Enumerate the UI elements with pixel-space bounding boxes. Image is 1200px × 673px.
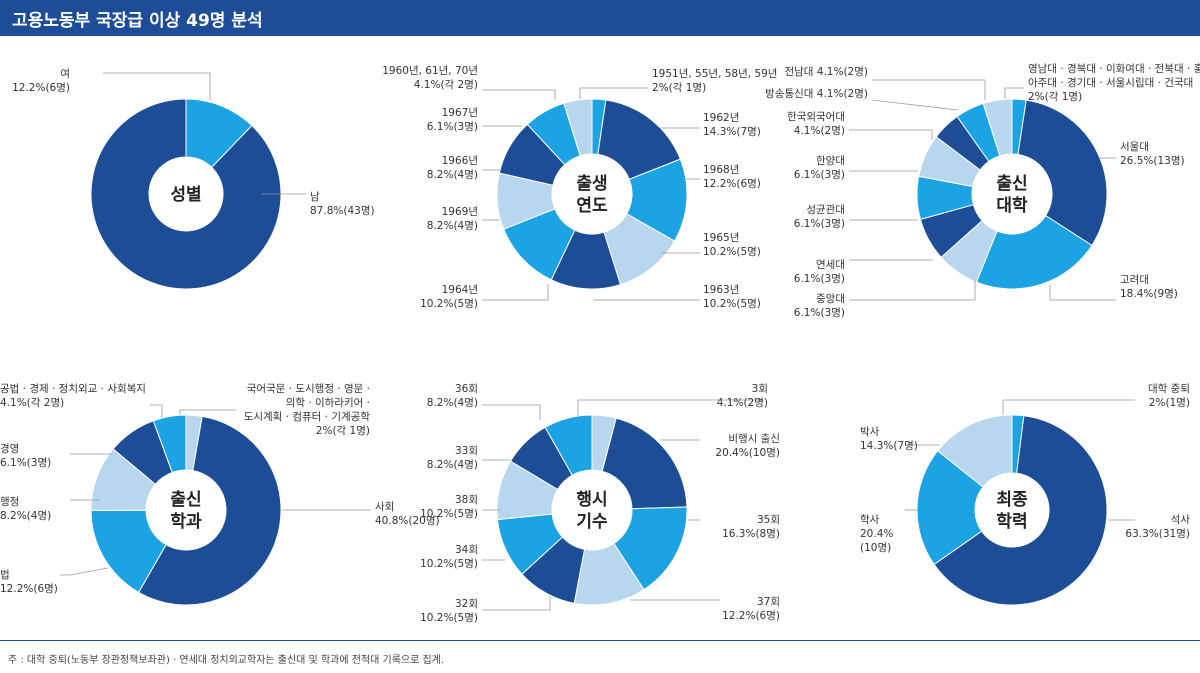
leader-line	[577, 399, 764, 416]
donut-slice	[90, 98, 282, 290]
slice-label: 32회 10.2%(5명)	[420, 598, 478, 624]
leader-line	[60, 567, 109, 576]
slice-label: 한국외국어대 4.1%(2명)	[787, 111, 845, 137]
slice-label: 1967년 6.1%(3명)	[427, 107, 478, 133]
slice-label: 사회 40.8%(20명)	[375, 501, 440, 527]
donut-chart-6: 대학 중퇴 2%(1명) 석사 63.3%(31명) 학사 20.4% (10명) 박사 14.…	[860, 383, 1190, 606]
slice-label: 1964년 10.2%(5명)	[420, 284, 478, 310]
donut-slice	[916, 450, 984, 566]
slice-label: 비행시 출신 20.4%(10명)	[715, 433, 780, 459]
slice-label: 1968년 12.2%(6명)	[703, 164, 761, 190]
slice-label: 1951년, 55년, 58년, 59년 2%(각 1명)	[652, 68, 777, 94]
slice-label: 중앙대 6.1%(3명)	[794, 293, 845, 319]
donut-hole	[553, 471, 631, 549]
leader-line	[482, 404, 541, 420]
leader-line	[579, 87, 648, 100]
donut-slice	[152, 414, 187, 474]
leader-line	[179, 409, 236, 416]
donut-slice	[597, 99, 682, 180]
donut-slice	[563, 98, 593, 157]
slice-label: 영남대 · 경북대 · 이화여대 · 전북대 · 홍익대 ·아주대 · 경기대 …	[1028, 62, 1200, 103]
leader-line	[849, 129, 933, 140]
leader-line	[1004, 87, 1024, 100]
slice-label: 3회 4.1%(2명)	[717, 383, 768, 409]
donut-chart-2: 1951년, 55년, 58년, 59년 2%(각 1명) 1962년 14.3%(7…	[382, 65, 777, 310]
slice-label: 한양대 6.1%(3명)	[794, 155, 845, 181]
donut-hole	[553, 155, 631, 233]
slice-label: 여 12.2%(6명)	[12, 68, 70, 94]
leader-line	[482, 596, 551, 611]
donut-slice	[936, 414, 1013, 488]
divider	[0, 640, 1200, 641]
donut-slice	[90, 509, 167, 594]
slice-label: 행정 8.2%(4명)	[0, 496, 51, 522]
leader-line	[872, 79, 986, 100]
slice-label: 박사 14.3%(7명)	[860, 426, 918, 452]
slice-label: 전남대 4.1%(2명)	[784, 66, 868, 78]
donut-slice	[982, 98, 1013, 157]
slice-label: 남 87.8%(43명)	[310, 191, 375, 217]
title-bar: 고용노동부 국장급 이상 49명 분석	[0, 0, 1200, 36]
donut-chart-1: 여 12.2%(6명) 남 87.8%(43명) 성별	[12, 68, 375, 290]
donut-slice	[544, 414, 593, 476]
donut-center-label: 출생 연도	[576, 174, 608, 216]
footnote: 주 : 대학 중퇴(노동부 장관정책보좌관) · 연세대 정치외교학자는 출신대…	[8, 655, 445, 666]
slice-label: 35회 16.3%(8명)	[722, 514, 780, 540]
slice-label: 34회 10.2%(5명)	[420, 544, 478, 570]
slice-label: 학사 20.4% (10명)	[860, 514, 893, 554]
leader-line	[482, 89, 556, 100]
donut-hole	[973, 155, 1051, 233]
slice-label: 1965년 10.2%(5명)	[703, 232, 761, 258]
slice-label: 방송통신대 4.1%(2명)	[765, 88, 868, 100]
leader-line	[103, 72, 211, 100]
donut-chart-4: 국어국문 · 도시행정 · 영문 · 의학 · 이하라키어 · 도시계획 · 컴퓨터…	[0, 382, 440, 606]
leader-line	[871, 99, 959, 111]
slice-label: 연세대 6.1%(3명)	[794, 259, 845, 285]
leader-line	[150, 404, 163, 418]
page-title: 고용노동부 국장급 이상 49명 분석	[12, 11, 263, 31]
donut-slice	[975, 214, 1093, 290]
donut-slice	[1017, 99, 1108, 247]
donut-center-label: 행시 기수	[576, 490, 608, 532]
slice-label: 법 12.2%(6명)	[0, 569, 58, 595]
donut-center-label: 출신 대학	[996, 174, 1028, 216]
slice-label: 고려대 18.4%(9명)	[1120, 274, 1178, 300]
donut-slice	[933, 415, 1108, 606]
donut-center-label: 출신 학과	[170, 490, 202, 532]
slice-label: 서울대 26.5%(13명)	[1120, 141, 1185, 167]
slice-label: 1966년 8.2%(4명)	[427, 155, 478, 181]
leader-line	[849, 280, 976, 301]
slice-label: 1963년 10.2%(5명)	[703, 284, 761, 310]
slice-label: 1969년 8.2%(4명)	[427, 206, 478, 232]
slice-label: 공법 · 경제 · 정치외교 · 사회복지 4.1%(각 2명)	[0, 382, 146, 409]
slice-label: 38회 10.2%(5명)	[420, 494, 478, 520]
slice-label: 36회 8.2%(4명)	[427, 383, 478, 409]
slice-label: 1962년 14.3%(7명)	[703, 112, 761, 138]
donut-chart-3: 영남대 · 경북대 · 이화여대 · 전북대 · 홍익대 ·아주대 · 경기대 …	[765, 62, 1200, 319]
donut-hole	[976, 474, 1048, 546]
slice-label: 성균관대 6.1%(3명)	[794, 204, 845, 230]
donut-hole	[147, 471, 225, 549]
slice-label: 국어국문 · 도시행정 · 영문 · 의학 · 이하라키어 · 도시계획 · 컴퓨터…	[244, 383, 371, 437]
slice-label: 33회 8.2%(4명)	[427, 445, 478, 471]
donut-center-label: 성별	[170, 185, 201, 205]
donut-hole	[150, 158, 222, 230]
donut-slice	[601, 417, 688, 510]
donut-chart-5: 3회 4.1%(2명) 비행시 출신 20.4%(10명) 35회 16.3%(8명) 37…	[420, 383, 780, 624]
donut-center-label: 최종 학력	[996, 490, 1028, 532]
slice-label: 1960년, 61년, 70년 4.1%(각 2명)	[382, 65, 478, 91]
leader-line	[482, 284, 549, 301]
leader-line	[1049, 285, 1116, 301]
slice-label: 37회 12.2%(6명)	[722, 596, 780, 622]
slice-label: 석사 63.3%(31명)	[1125, 514, 1190, 540]
donut-slice	[137, 415, 282, 606]
leader-line	[1002, 399, 1135, 416]
slice-label: 대학 중퇴 2%(1명)	[1148, 383, 1190, 409]
slice-label: 경영 6.1%(3명)	[0, 442, 51, 469]
